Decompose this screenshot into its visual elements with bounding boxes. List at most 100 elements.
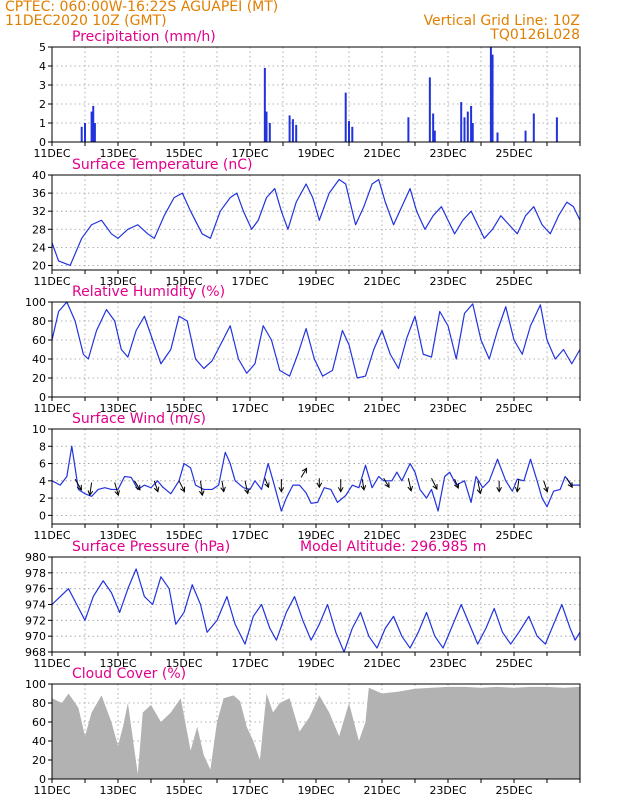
- precip-bar: [532, 113, 535, 142]
- cloud-xtick-label: 13DEC: [99, 784, 136, 797]
- wind-ytick-label: 10: [32, 423, 46, 436]
- rh-xtick-label: 13DEC: [99, 402, 136, 415]
- header-station: CPTEC: 060:00W-16:22S AGUAPEI (MT): [5, 0, 279, 15]
- wind-title: Surface Wind (m/s): [72, 411, 206, 427]
- header-grid-note: Vertical Grid Line: 10Z: [423, 13, 580, 29]
- cloud-title: Cloud Cover (%): [72, 666, 186, 682]
- pressure-xtick-label: 17DEC: [231, 657, 268, 670]
- precip-bar: [460, 102, 463, 142]
- pressure-xtick-label: 21DEC: [363, 657, 400, 670]
- rh-series-line: [51, 301, 581, 379]
- wind-arrow-head: [432, 484, 438, 490]
- wind-arrow-head: [244, 488, 250, 495]
- precip-bar: [491, 54, 494, 142]
- wind-arrow: [134, 480, 141, 491]
- temp-xtick-label: 11DEC: [33, 275, 70, 288]
- precip-xtick-label: 15DEC: [165, 147, 202, 160]
- cloud-xtick-label: 25DEC: [495, 784, 532, 797]
- pressure-ytick-label: 976: [25, 583, 46, 596]
- cloud-ytick-label: 20: [32, 754, 46, 767]
- rh-ytick-label: 100: [25, 296, 46, 309]
- pressure-annotation: Model Altitude: 296.985 m: [300, 539, 486, 555]
- cloud-ytick-label: 60: [32, 716, 46, 729]
- wind-arrow: [264, 478, 269, 488]
- wind-arrow: [200, 480, 203, 496]
- pressure-xtick-label: 23DEC: [429, 657, 466, 670]
- wind-arrow: [516, 479, 520, 492]
- wind-arrow-head: [198, 490, 205, 497]
- rh-panel: 0 20 40 60 80 100 11DEC 13DEC 15DEC 17DEC 19DEC 21D…: [25, 284, 581, 415]
- wind-arrow: [114, 482, 119, 496]
- wind-arrow-head: [278, 487, 285, 493]
- wind-arrow: [566, 477, 573, 488]
- precip-ytick-label: 1: [39, 117, 46, 130]
- wind-arrow: [454, 478, 459, 489]
- wind-arrow-head: [407, 485, 414, 492]
- temp-ytick-label: 20: [32, 259, 46, 272]
- precip-bar: [291, 119, 294, 142]
- temp-xtick-label: 15DEC: [165, 275, 202, 288]
- pressure-xtick-label: 11DEC: [33, 657, 70, 670]
- wind-ytick-label: 4: [39, 475, 46, 488]
- wind-arrow-head: [384, 482, 390, 489]
- rh-xtick-label: 21DEC: [363, 402, 400, 415]
- pressure-ytick-label: 972: [25, 614, 46, 627]
- rh-xtick-label: 19DEC: [297, 402, 334, 415]
- precip-bar: [470, 105, 473, 142]
- precip-bar: [433, 130, 436, 142]
- precip-bar: [263, 67, 266, 142]
- precip-ytick-label: 5: [39, 41, 46, 54]
- temp-xtick-label: 13DEC: [99, 275, 136, 288]
- pressure-ytick-label: 968: [25, 646, 46, 659]
- wind-xtick-label: 21DEC: [363, 529, 400, 542]
- precip-xtick-label: 23DEC: [429, 147, 466, 160]
- precip-bar: [407, 117, 410, 142]
- wind-series-line: [51, 445, 580, 512]
- wind-arrow: [74, 478, 82, 491]
- precip-xtick-label: 25DEC: [495, 147, 532, 160]
- precip-bar: [84, 123, 86, 142]
- precip-bar: [466, 111, 469, 142]
- wind-arrow-head: [87, 490, 94, 497]
- precip-xtick-label: 11DEC: [33, 147, 70, 160]
- pressure-ytick-label: 974: [25, 599, 46, 612]
- precip-bar: [93, 123, 96, 142]
- wind-arrow-head: [337, 487, 344, 493]
- rh-ytick-label: 20: [32, 372, 46, 385]
- wind-arrow-head: [567, 482, 573, 489]
- wind-ytick-label: 8: [39, 440, 46, 453]
- cloud-xtick-label: 23DEC: [429, 784, 466, 797]
- rh-xtick-label: 25DEC: [495, 402, 532, 415]
- precip-xtick-label: 17DEC: [231, 147, 268, 160]
- rh-xtick-label: 11DEC: [33, 402, 70, 415]
- precip-bar: [463, 117, 466, 142]
- rh-ytick-label: 60: [32, 334, 46, 347]
- temp-ytick-label: 24: [32, 241, 46, 254]
- header-run-time: 11DEC2020 10Z (GMT): [5, 13, 167, 29]
- pressure-panel: 968 970 972 974 976 978 980 11DEC 13DEC 15DEC 17DE…: [25, 539, 581, 670]
- wind-arrow-head: [360, 485, 367, 491]
- wind-arrow: [477, 480, 481, 494]
- cloud-ytick-label: 40: [32, 735, 46, 748]
- precip-panel: 0 1 2 3 4 5 11DEC 13DEC 15DEC 17DEC 19DEC 21DEC 23DE…: [33, 29, 581, 160]
- pressure-xtick-label: 19DEC: [297, 657, 334, 670]
- wind-arrow-head: [114, 490, 120, 497]
- temp-title: Surface Temperature (nC): [72, 157, 253, 173]
- wind-arrow: [431, 478, 438, 490]
- precip-bar: [348, 121, 350, 142]
- wind-arrow: [300, 468, 307, 478]
- pressure-series-line: [51, 568, 581, 653]
- precip-bar: [489, 47, 492, 142]
- wind-xtick-label: 19DEC: [297, 529, 334, 542]
- wind-arrow-head: [316, 482, 323, 489]
- wind-arrow: [153, 480, 159, 492]
- pressure-ytick-label: 980: [25, 551, 46, 564]
- wind-ytick-label: 0: [39, 509, 46, 522]
- precip-bar: [265, 111, 268, 142]
- wind-arrow: [178, 480, 185, 492]
- precip-xtick-label: 21DEC: [363, 147, 400, 160]
- rh-xtick-label: 17DEC: [231, 402, 268, 415]
- wind-xtick-label: 23DEC: [429, 529, 466, 542]
- precip-bar: [92, 105, 95, 142]
